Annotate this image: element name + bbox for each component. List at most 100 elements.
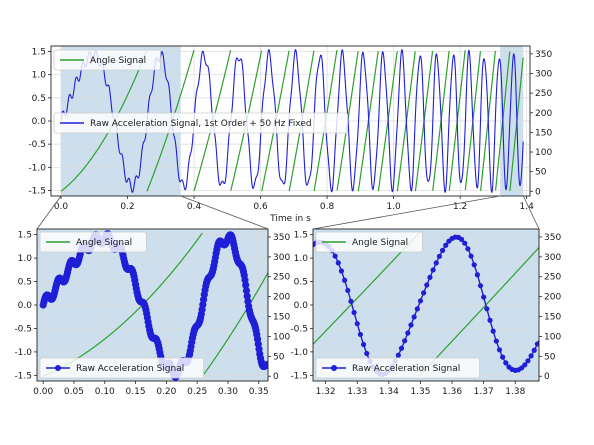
acceleration-point [484,306,490,312]
x-tick-label: 1.34 [379,387,399,397]
legend: Angle Signal [39,231,147,253]
acceleration-point [443,242,449,248]
y-tick-label: -0.5 [290,324,308,334]
legend-box [315,357,481,379]
y-tick-label: -0.5 [28,140,46,150]
y-tick-label: 0.5 [32,94,46,104]
y-tick-label: 0.0 [294,301,309,311]
acceleration-point [351,309,357,316]
y2-tick-label: 100 [535,148,552,158]
y2-tick-label: 350 [544,233,561,243]
acceleration-point [528,353,534,359]
y2-tick-label: 150 [544,313,561,323]
y-tick-label: -1.0 [28,163,46,173]
acceleration-point [474,272,480,278]
y2-tick-label: 0 [535,187,541,197]
x-tick-label: 0.25 [187,387,207,397]
acceleration-point [424,282,430,288]
acceleration-point [471,262,477,268]
acceleration-point [427,274,433,280]
y2-tick-label: 150 [273,313,290,323]
y2-tick-label: 300 [273,253,290,263]
zoom-connector-line [36,195,62,230]
y2-tick-label: 250 [273,273,290,283]
legend: Raw Acceleration Signal [315,357,481,379]
y-tick-label: -1.5 [14,371,32,381]
acceleration-point [360,341,367,348]
legend-label: Angle Signal [90,56,146,66]
angle-series-line [60,50,148,192]
acceleration-point [345,287,351,294]
acceleration-point [398,345,405,351]
legend-label: Raw Acceleration Signal [352,364,460,374]
acceleration-point [342,277,348,283]
acceleration-point [522,362,528,368]
legend-label: Raw Acceleration Signal [76,364,184,374]
acceleration-point [364,350,370,357]
x-tick-label: 1.38 [505,387,525,397]
y2-tick-label: 250 [535,89,552,99]
y2-tick-label: 50 [273,352,285,362]
acceleration-point [411,314,417,320]
x-tick-label: 0.00 [33,387,53,397]
y2-tick-label: 350 [535,50,552,60]
y-tick-label: 1.0 [294,254,309,264]
legend: Raw Acceleration Signal [39,357,205,379]
acceleration-point [335,260,341,266]
y-tick-label: 1.5 [32,48,46,58]
acceleration-point [338,268,345,274]
y2-tick-label: 0 [273,372,279,382]
y2-tick-label: 250 [544,273,561,283]
panel-bottom-right: 1.32 1.33 1.34 1.35 1.36 1.37 1.38 -1.5 -1.0 -0.5… [290,228,561,397]
x-tick-label: 0.15 [126,387,146,397]
acceleration-point [458,236,465,242]
acceleration-point [496,347,503,353]
acceleration-point [487,317,493,323]
acceleration-point [430,267,436,273]
y-tick-label: -1.0 [14,348,32,358]
acceleration-point [357,331,364,338]
y-tick-label: 0.5 [18,278,32,288]
acceleration-point [332,253,338,259]
y-tick-label: -0.5 [14,324,32,334]
x-axis-label: Time in s [269,214,311,224]
acceleration-point [414,306,420,312]
legend-box [53,49,161,71]
acceleration-point [264,361,268,369]
x-tick-label: 0.20 [156,387,176,397]
acceleration-point [493,338,499,344]
acceleration-point [354,321,360,327]
x-tick-label: 0.10 [95,387,115,397]
legend-marker [331,365,337,371]
y-tick-label: -1.5 [28,186,46,196]
acceleration-point [421,290,427,296]
y2-tick-label: 350 [273,233,290,243]
acceleration-point [490,328,496,334]
y-tick-label: 1.0 [32,71,47,81]
legend: Raw Acceleration Signal, 1st Order + 50 … [53,112,349,134]
x-tick-label: 1.2 [453,202,467,212]
acceleration-point [462,240,468,246]
y-tick-label: -1.5 [290,371,308,381]
x-tick-label: 0.2 [120,202,134,212]
y2-tick-label: 300 [535,69,552,79]
legend-box [39,357,205,379]
x-tick-label: 1.36 [442,387,462,397]
acceleration-point [465,246,471,252]
zoom-connector-line [180,195,269,230]
y2-tick-label: 50 [535,168,547,178]
y-tick-label: 1.5 [18,231,32,241]
x-tick-label: 0.6 [253,202,268,212]
acceleration-point [503,360,509,366]
acceleration-point [433,260,439,266]
x-tick-label: 1.4 [520,202,535,212]
legend-label: Angle Signal [352,238,408,248]
x-tick-label: 0.8 [320,202,335,212]
x-tick-label: 0.35 [249,387,269,397]
acceleration-point [534,341,539,347]
legend-box [39,231,147,253]
acceleration-point [439,247,446,253]
y2-tick-label: 200 [544,293,561,303]
acceleration-point [500,354,506,360]
